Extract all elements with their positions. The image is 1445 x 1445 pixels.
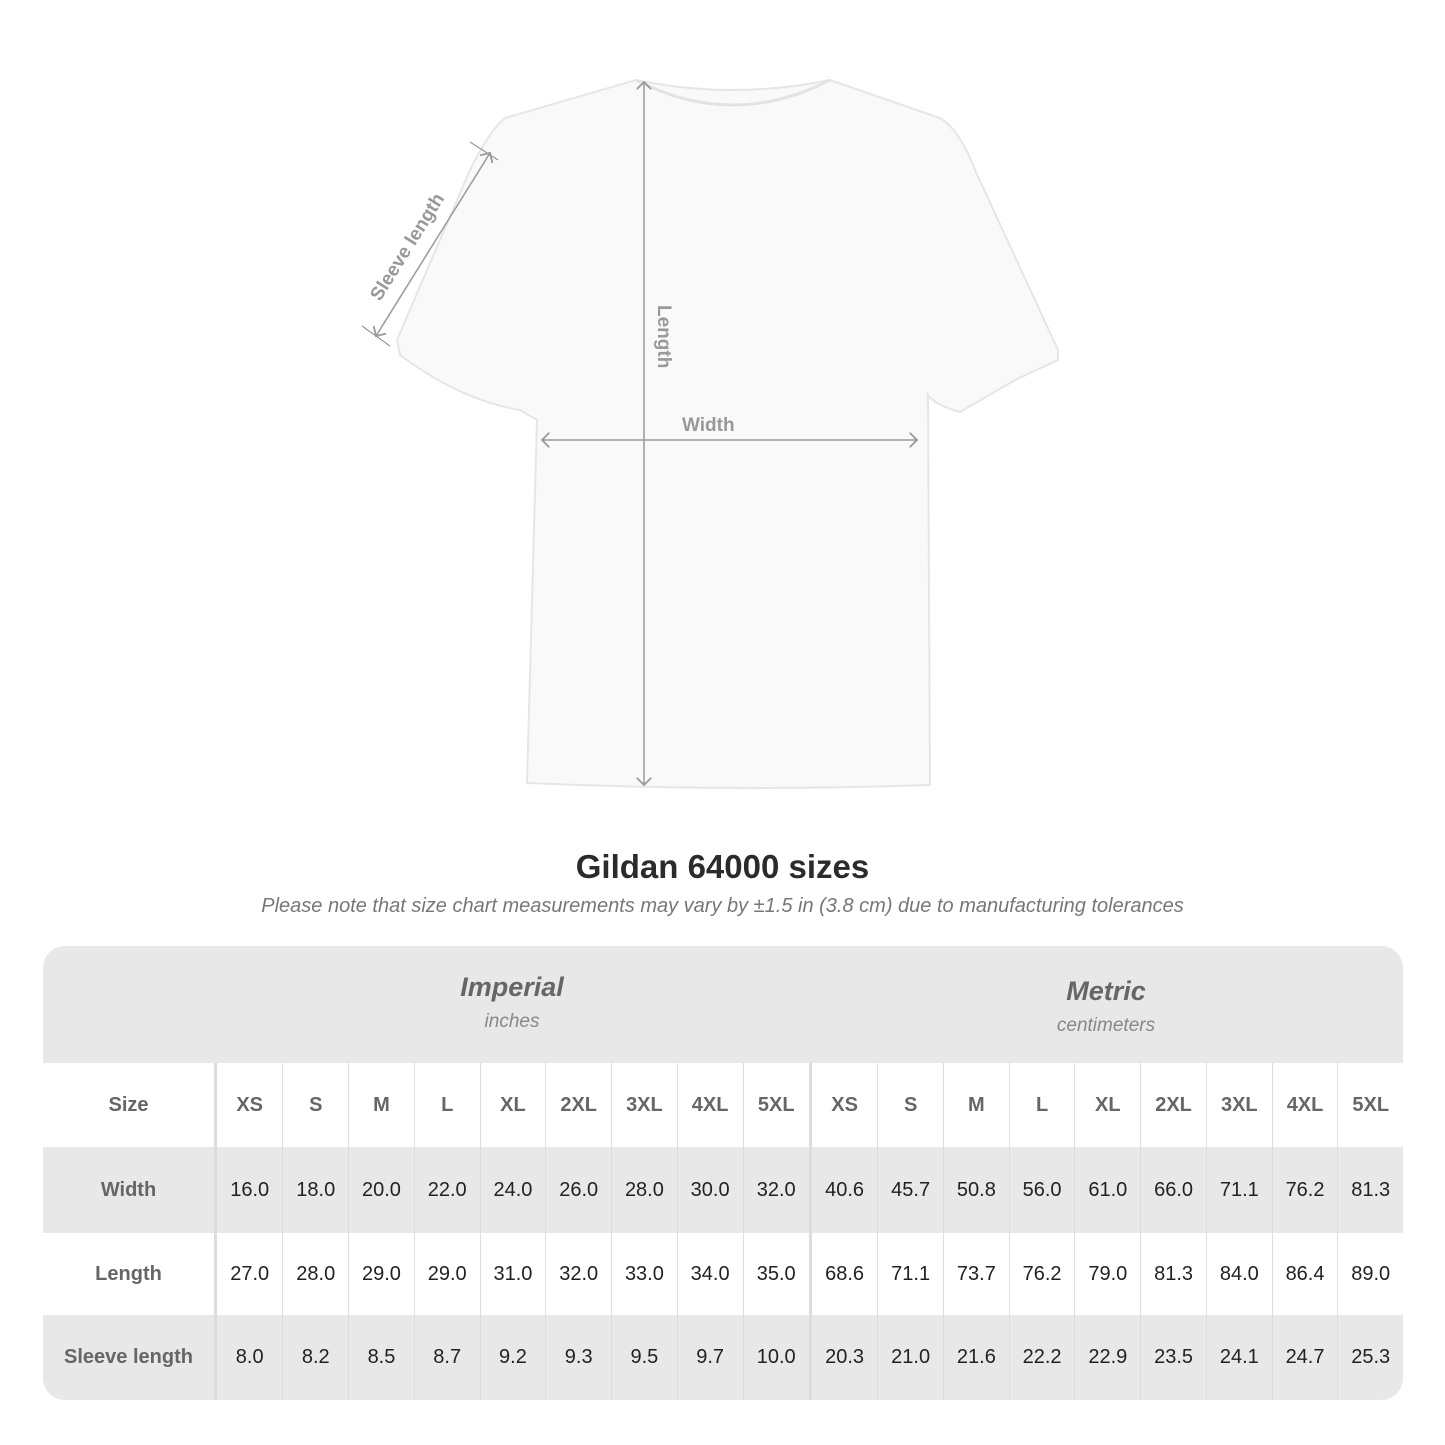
- imperial-cell: 10.0: [742, 1315, 811, 1400]
- imperial-cell: 26.0: [545, 1147, 612, 1233]
- metric-cell: 84.0: [1205, 1233, 1273, 1315]
- metric-cell: 71.1: [877, 1233, 944, 1315]
- metric-cell: 76.2: [1271, 1147, 1338, 1233]
- metric-size-s: S: [877, 1063, 944, 1147]
- metric-cell: 66.0: [1140, 1147, 1207, 1233]
- imperial-cell: 18.0: [282, 1147, 349, 1233]
- imperial-size-2xl: 2XL: [545, 1063, 612, 1147]
- metric-size-4xl: 4XL: [1271, 1063, 1338, 1147]
- imperial-cell: 30.0: [676, 1147, 744, 1233]
- metric-unit: centimeters: [1056, 1015, 1156, 1036]
- metric-cell: 50.8: [943, 1147, 1010, 1233]
- metric-cell: 21.6: [943, 1315, 1010, 1400]
- row-label: Length: [43, 1233, 217, 1315]
- metric-label: Metric: [1066, 976, 1146, 1006]
- imperial-header: Imperial inches: [215, 946, 809, 1089]
- metric-cell: 89.0: [1337, 1233, 1403, 1315]
- metric-cell: 81.3: [1140, 1233, 1207, 1315]
- imperial-cell: 32.0: [545, 1233, 612, 1315]
- imperial-size-l: L: [413, 1063, 481, 1147]
- imperial-cell: 8.5: [348, 1315, 415, 1400]
- imperial-size-m: M: [348, 1063, 415, 1147]
- table-row: Length 27.0 28.0 29.0 29.0 31.0 32.0 33.0 34.0 35…: [43, 1233, 1403, 1315]
- imperial-size-5xl: 5XL: [742, 1063, 811, 1147]
- imperial-cell: 29.0: [348, 1233, 415, 1315]
- metric-cell: 22.9: [1074, 1315, 1141, 1400]
- sleeve-measure-line: [376, 153, 490, 336]
- size-header-row: Size XS S M L XL 2XL 3XL 4XL 5XL XS S M L XL 2XL 3XL 4XL 5…: [43, 1063, 1403, 1147]
- metric-cell: 81.3: [1337, 1147, 1403, 1233]
- metric-cell: 24.1: [1205, 1315, 1273, 1400]
- imperial-cell: 28.0: [282, 1233, 349, 1315]
- metric-size-xs: XS: [808, 1063, 878, 1147]
- metric-size-5xl: 5XL: [1337, 1063, 1403, 1147]
- metric-cell: 24.7: [1271, 1315, 1338, 1400]
- imperial-unit: inches: [484, 1011, 540, 1032]
- metric-cell: 73.7: [943, 1233, 1010, 1315]
- metric-header: Metric centimeters: [809, 946, 1403, 1093]
- row-label: Width: [43, 1147, 217, 1233]
- metric-cell: 71.1: [1205, 1147, 1273, 1233]
- length-label: Length: [653, 305, 674, 368]
- imperial-cell: 29.0: [413, 1233, 481, 1315]
- tolerance-note: Please note that size chart measurements…: [261, 895, 1184, 917]
- imperial-cell: 8.2: [282, 1315, 349, 1400]
- imperial-size-xl: XL: [479, 1063, 546, 1147]
- imperial-cell: 34.0: [676, 1233, 744, 1315]
- chart-title: Gildan 64000 sizes: [575, 848, 870, 885]
- metric-cell: 23.5: [1140, 1315, 1207, 1400]
- imperial-cell: 31.0: [479, 1233, 546, 1315]
- metric-size-3xl: 3XL: [1205, 1063, 1273, 1147]
- imperial-cell: 20.0: [348, 1147, 415, 1233]
- imperial-size-s: S: [282, 1063, 349, 1147]
- metric-cell: 22.2: [1008, 1315, 1075, 1400]
- metric-cell: 21.0: [877, 1315, 944, 1400]
- width-label: Width: [682, 415, 735, 436]
- metric-size-l: L: [1008, 1063, 1075, 1147]
- table-row: Sleeve length 8.0 8.2 8.5 8.7 9.2 9.3 9.5 9.7 10.…: [43, 1315, 1403, 1400]
- metric-cell: 40.6: [808, 1147, 878, 1233]
- metric-cell: 86.4: [1271, 1233, 1338, 1315]
- tshirt-diagram: Sleeve length Length Width: [361, 78, 1059, 790]
- metric-cell: 76.2: [1008, 1233, 1075, 1315]
- imperial-cell: 35.0: [742, 1233, 811, 1315]
- imperial-cell: 8.0: [214, 1315, 283, 1400]
- imperial-cell: 8.7: [413, 1315, 481, 1400]
- metric-size-xl: XL: [1074, 1063, 1141, 1147]
- imperial-cell: 24.0: [479, 1147, 546, 1233]
- size-table: Imperial inches Metric centimeters Size X…: [43, 946, 1403, 1400]
- metric-size-m: M: [943, 1063, 1010, 1147]
- metric-cell: 45.7: [877, 1147, 944, 1233]
- imperial-cell: 16.0: [214, 1147, 283, 1233]
- size-header: Size: [43, 1063, 217, 1147]
- imperial-size-xs: XS: [214, 1063, 283, 1147]
- imperial-cell: 33.0: [611, 1233, 678, 1315]
- metric-cell: 79.0: [1074, 1233, 1141, 1315]
- imperial-size-4xl: 4XL: [676, 1063, 744, 1147]
- imperial-cell: 9.3: [545, 1315, 612, 1400]
- metric-size-2xl: 2XL: [1140, 1063, 1207, 1147]
- imperial-cell: 27.0: [214, 1233, 283, 1315]
- imperial-cell: 28.0: [611, 1147, 678, 1233]
- metric-cell: 25.3: [1337, 1315, 1403, 1400]
- size-grid: Size XS S M L XL 2XL 3XL 4XL 5XL XS S M L XL 2XL 3XL 4XL 5…: [43, 1063, 1403, 1400]
- row-label: Sleeve length: [43, 1315, 217, 1400]
- metric-cell: 61.0: [1074, 1147, 1141, 1233]
- metric-cell: 56.0: [1008, 1147, 1075, 1233]
- imperial-cell: 9.5: [611, 1315, 678, 1400]
- imperial-cell: 22.0: [413, 1147, 481, 1233]
- imperial-cell: 32.0: [742, 1147, 811, 1233]
- imperial-cell: 9.7: [676, 1315, 744, 1400]
- metric-cell: 68.6: [808, 1233, 878, 1315]
- imperial-size-3xl: 3XL: [611, 1063, 678, 1147]
- metric-cell: 20.3: [808, 1315, 878, 1400]
- imperial-cell: 9.2: [479, 1315, 546, 1400]
- imperial-label: Imperial: [460, 972, 564, 1002]
- table-row: Width 16.0 18.0 20.0 22.0 24.0 26.0 28.0 30.0 32.…: [43, 1147, 1403, 1233]
